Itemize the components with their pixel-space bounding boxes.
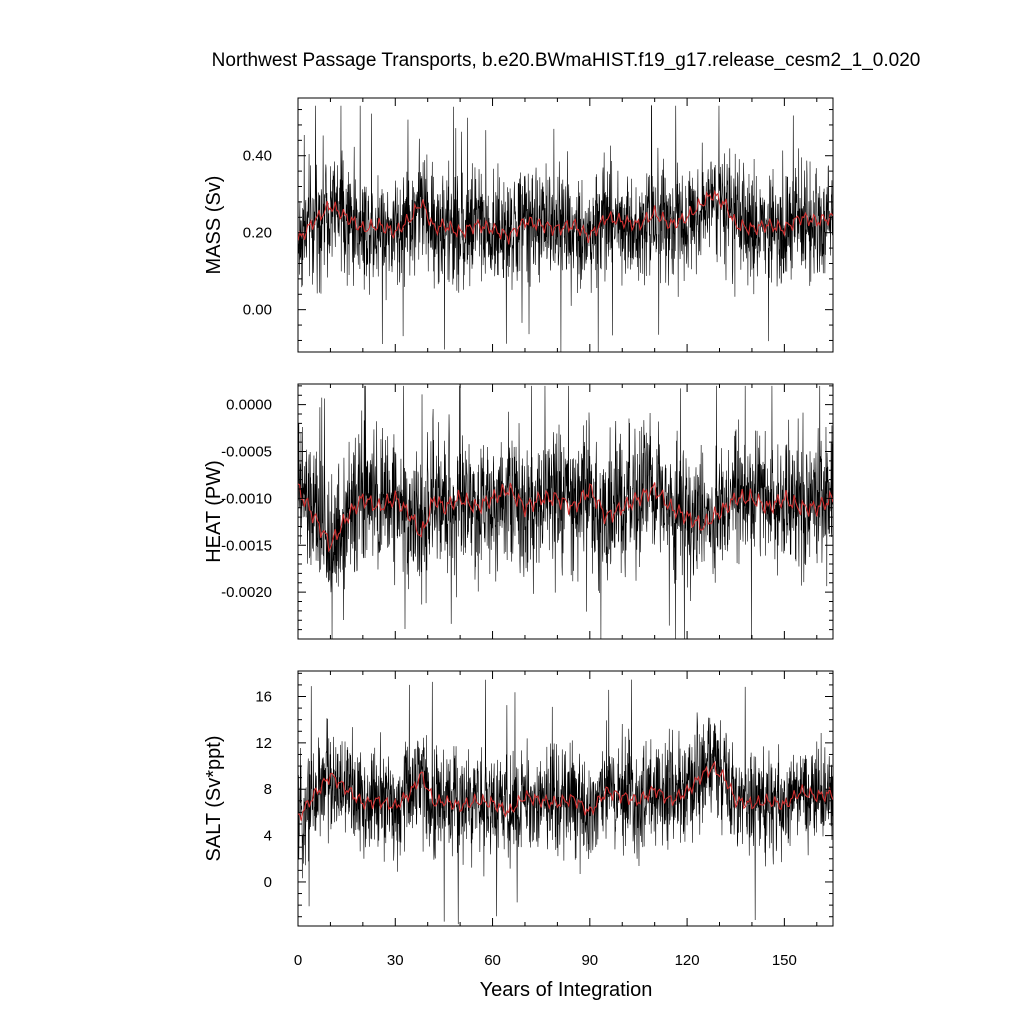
mass-y-tick-label: 0.40: [243, 148, 272, 165]
panels: 0.00 0.20 0.40 MASS (Sv) 0.0000 -0.0005 -0.001…: [203, 97, 834, 969]
x-tick-label: 30: [387, 952, 404, 969]
salt-y-tick-label: 8: [264, 781, 272, 798]
x-tick-label: 90: [581, 952, 598, 969]
mass-y-axis-label: MASS (Sv): [203, 176, 225, 275]
panel-heat: 0.0000 -0.0005 -0.0010 -0.0015 -0.0020 HEAT (…: [203, 383, 834, 640]
x-tick-label: 120: [675, 952, 700, 969]
heat-y-tick-label: -0.0015: [221, 537, 272, 554]
x-axis-label: Years of Integration: [480, 979, 653, 1001]
x-tick-label: 0: [294, 952, 302, 969]
salt-raw-series-line: [298, 679, 833, 925]
heat-y-axis-label: HEAT (PW): [203, 460, 225, 563]
panel-salt: 0 4 8 12 16 SALT (Sv*ppt): [203, 670, 834, 927]
salt-y-axis-label: SALT (Sv*ppt): [203, 736, 225, 862]
salt-y-tick-label: 16: [255, 689, 272, 706]
mass-smoothed-series-line: [298, 189, 833, 245]
salt-y-tick-label: 0: [264, 874, 272, 891]
heat-smoothed-series-line: [298, 482, 833, 553]
heat-y-tick-label: -0.0020: [221, 584, 272, 601]
heat-raw-series-line: [298, 385, 833, 639]
chart-title: Northwest Passage Transports, b.e20.BWma…: [212, 50, 921, 71]
salt-y-tick-label: 4: [264, 828, 272, 845]
mass-y-tick-label: 0.20: [243, 225, 272, 242]
x-tick-label: 150: [772, 952, 797, 969]
heat-y-tick-label: -0.0010: [221, 490, 272, 507]
heat-y-tick-label: 0.0000: [226, 397, 272, 414]
salt-y-tick-label: 12: [255, 735, 272, 752]
mass-y-tick-label: 0.00: [243, 302, 272, 319]
mass-raw-series-line: [298, 104, 833, 352]
heat-y-tick-label: -0.0005: [221, 444, 272, 461]
salt-smoothed-series-line: [298, 760, 833, 821]
x-tick-label: 60: [484, 952, 501, 969]
panel-mass: 0.00 0.20 0.40 MASS (Sv): [203, 97, 834, 353]
